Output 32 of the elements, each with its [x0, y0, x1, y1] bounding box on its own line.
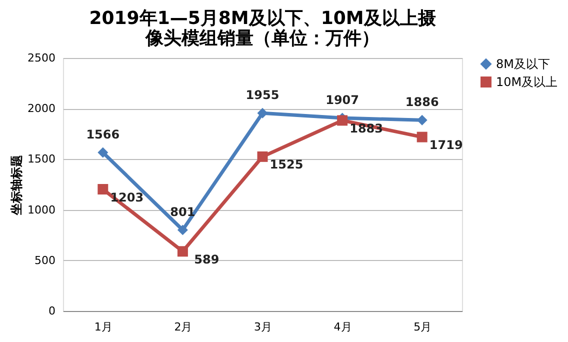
data-label: 1907 [326, 93, 360, 108]
data-label: 1955 [246, 88, 280, 102]
data-label: 1886 [405, 95, 439, 110]
data-label: 1525 [270, 158, 304, 172]
x-tick-label: 3月 [254, 320, 272, 334]
y-tick-label: 2500 [28, 52, 56, 64]
y-tick-label: 0 [48, 304, 56, 318]
legend-label: 8M及以下 [496, 57, 550, 71]
data-label: 1719 [429, 138, 463, 152]
y-tick-label: 2000 [28, 102, 56, 116]
point [177, 246, 188, 257]
x-tick-label: 4月 [334, 320, 352, 334]
y-tick-label: 1500 [28, 152, 56, 166]
y-axis-title: 坐标轴标题 [10, 155, 24, 216]
point [98, 147, 108, 158]
legend-label: 10M及以上 [496, 75, 558, 89]
point [257, 108, 268, 118]
y-tick-label: 1000 [28, 203, 56, 216]
data-label: 589 [194, 252, 220, 266]
point [177, 224, 188, 236]
point [416, 132, 428, 142]
x-tick-label: 1月 [94, 320, 112, 334]
point [337, 115, 348, 126]
text: 2019年1—5月8M及以下、10M及以上摄 [89, 8, 436, 29]
x-tick-label: 2月 [174, 320, 192, 334]
point [257, 151, 268, 162]
point [98, 184, 108, 194]
data-label: 1566 [86, 128, 120, 142]
text: 像头模组销量（单位：万件） [146, 28, 380, 49]
x-tick-label: 5月 [414, 320, 432, 334]
point [416, 114, 428, 126]
y-tick-label: 500 [34, 254, 56, 267]
